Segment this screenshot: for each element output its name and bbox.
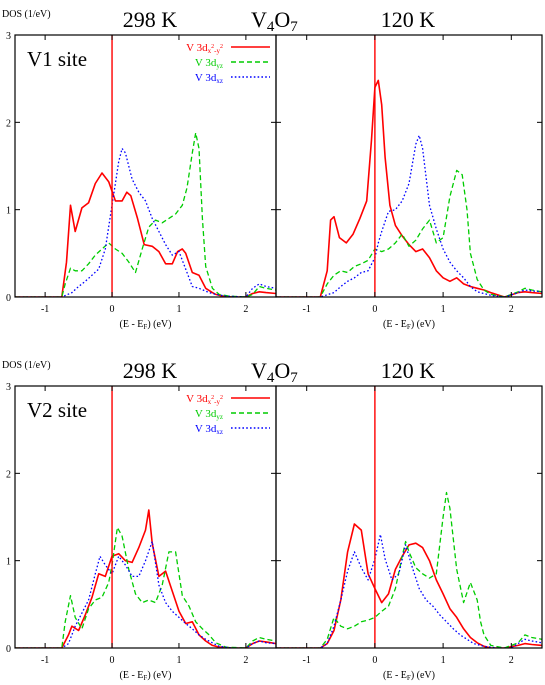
x-tick-label: 0 xyxy=(372,304,377,315)
series-line-dxz xyxy=(276,533,542,648)
y-axis-label: DOS (1/eV) xyxy=(2,9,51,20)
dos-panel-1-1: 298 K -1 0 1 2 0 1 2 3 (E - EF) (eV) V1 site V 3dx2… xyxy=(6,7,277,331)
x-tick-label: 2 xyxy=(243,655,248,666)
dos-panel-1-2: 120 K -1 0 1 2 (E - EF) (eV) xyxy=(275,7,543,331)
y-tick-label: 3 xyxy=(6,382,11,393)
x-tick-label: -1 xyxy=(41,304,49,315)
legend: V 3dx2-y2 V 3dyz V 3dxz xyxy=(186,393,270,436)
plot-frame xyxy=(14,34,277,298)
plot-frame xyxy=(14,385,277,649)
x-tick-label: 0 xyxy=(110,304,115,315)
plot-frame xyxy=(275,385,543,649)
series-line-dx2y2 xyxy=(15,509,276,648)
legend-label: V 3dx2-y2 xyxy=(186,393,223,406)
series-line-dyz xyxy=(15,132,276,297)
x-axis-label: (E - EF) (eV) xyxy=(383,319,435,331)
legend-label: V 3dyz xyxy=(195,408,223,421)
x-tick-label: -1 xyxy=(41,655,49,666)
series-line-dxz xyxy=(15,540,276,648)
y-tick-label: 2 xyxy=(6,118,11,129)
dos-panel-2-1: 298 K -1 0 1 2 0 1 2 3 (E - EF) (eV) V2 site V 3dx2… xyxy=(6,358,277,682)
legend-label: V 3dxz xyxy=(195,72,223,85)
temperature-label: 120 K xyxy=(381,358,436,383)
x-axis-label: (E - EF) (eV) xyxy=(120,319,172,331)
series-line-dx2y2 xyxy=(15,172,276,297)
y-tick-label: 0 xyxy=(6,293,11,304)
y-tick-label: 3 xyxy=(6,31,11,42)
x-axis-label: (E - EF) (eV) xyxy=(383,670,435,682)
x-tick-label: 1 xyxy=(176,304,181,315)
x-axis-label: (E - EF) (eV) xyxy=(120,670,172,682)
x-tick-label: 1 xyxy=(176,655,181,666)
dos-panel-2-2: 120 K -1 0 1 2 (E - EF) (eV) xyxy=(275,358,543,682)
site-label: V1 site xyxy=(27,47,87,71)
site-label: V2 site xyxy=(27,398,87,422)
x-tick-label: -1 xyxy=(303,655,311,666)
series-line-dyz xyxy=(276,169,542,297)
temperature-label: 298 K xyxy=(123,358,178,383)
legend-label: V 3dyz xyxy=(195,57,223,70)
legend-label: V 3dx2-y2 xyxy=(186,42,223,55)
y-tick-label: 1 xyxy=(6,206,11,217)
compound-title: V4O7 xyxy=(251,358,298,386)
x-tick-label: 2 xyxy=(509,304,514,315)
x-tick-label: 2 xyxy=(509,655,514,666)
y-tick-label: 0 xyxy=(6,644,11,655)
y-axis-label: DOS (1/eV) xyxy=(2,360,51,371)
temperature-label: 120 K xyxy=(381,7,436,32)
temperature-label: 298 K xyxy=(123,7,178,32)
x-tick-label: 0 xyxy=(372,655,377,666)
series-line-dx2y2 xyxy=(276,523,542,648)
series-line-dxz xyxy=(276,134,542,297)
compound-title: V4O7 xyxy=(251,7,298,35)
x-tick-label: -1 xyxy=(303,304,311,315)
x-tick-label: 2 xyxy=(243,304,248,315)
series-line-dyz xyxy=(276,491,542,648)
legend-label: V 3dxz xyxy=(195,423,223,436)
series-line-dx2y2 xyxy=(276,79,542,297)
legend: V 3dx2-y2 V 3dyz V 3dxz xyxy=(186,42,270,85)
x-tick-label: 1 xyxy=(441,655,446,666)
series-line-dyz xyxy=(15,526,276,648)
y-tick-label: 2 xyxy=(6,469,11,480)
series-line-dxz xyxy=(15,147,276,297)
y-tick-label: 1 xyxy=(6,557,11,568)
x-tick-label: 0 xyxy=(110,655,115,666)
plot-frame xyxy=(275,34,543,298)
x-tick-label: 1 xyxy=(441,304,446,315)
